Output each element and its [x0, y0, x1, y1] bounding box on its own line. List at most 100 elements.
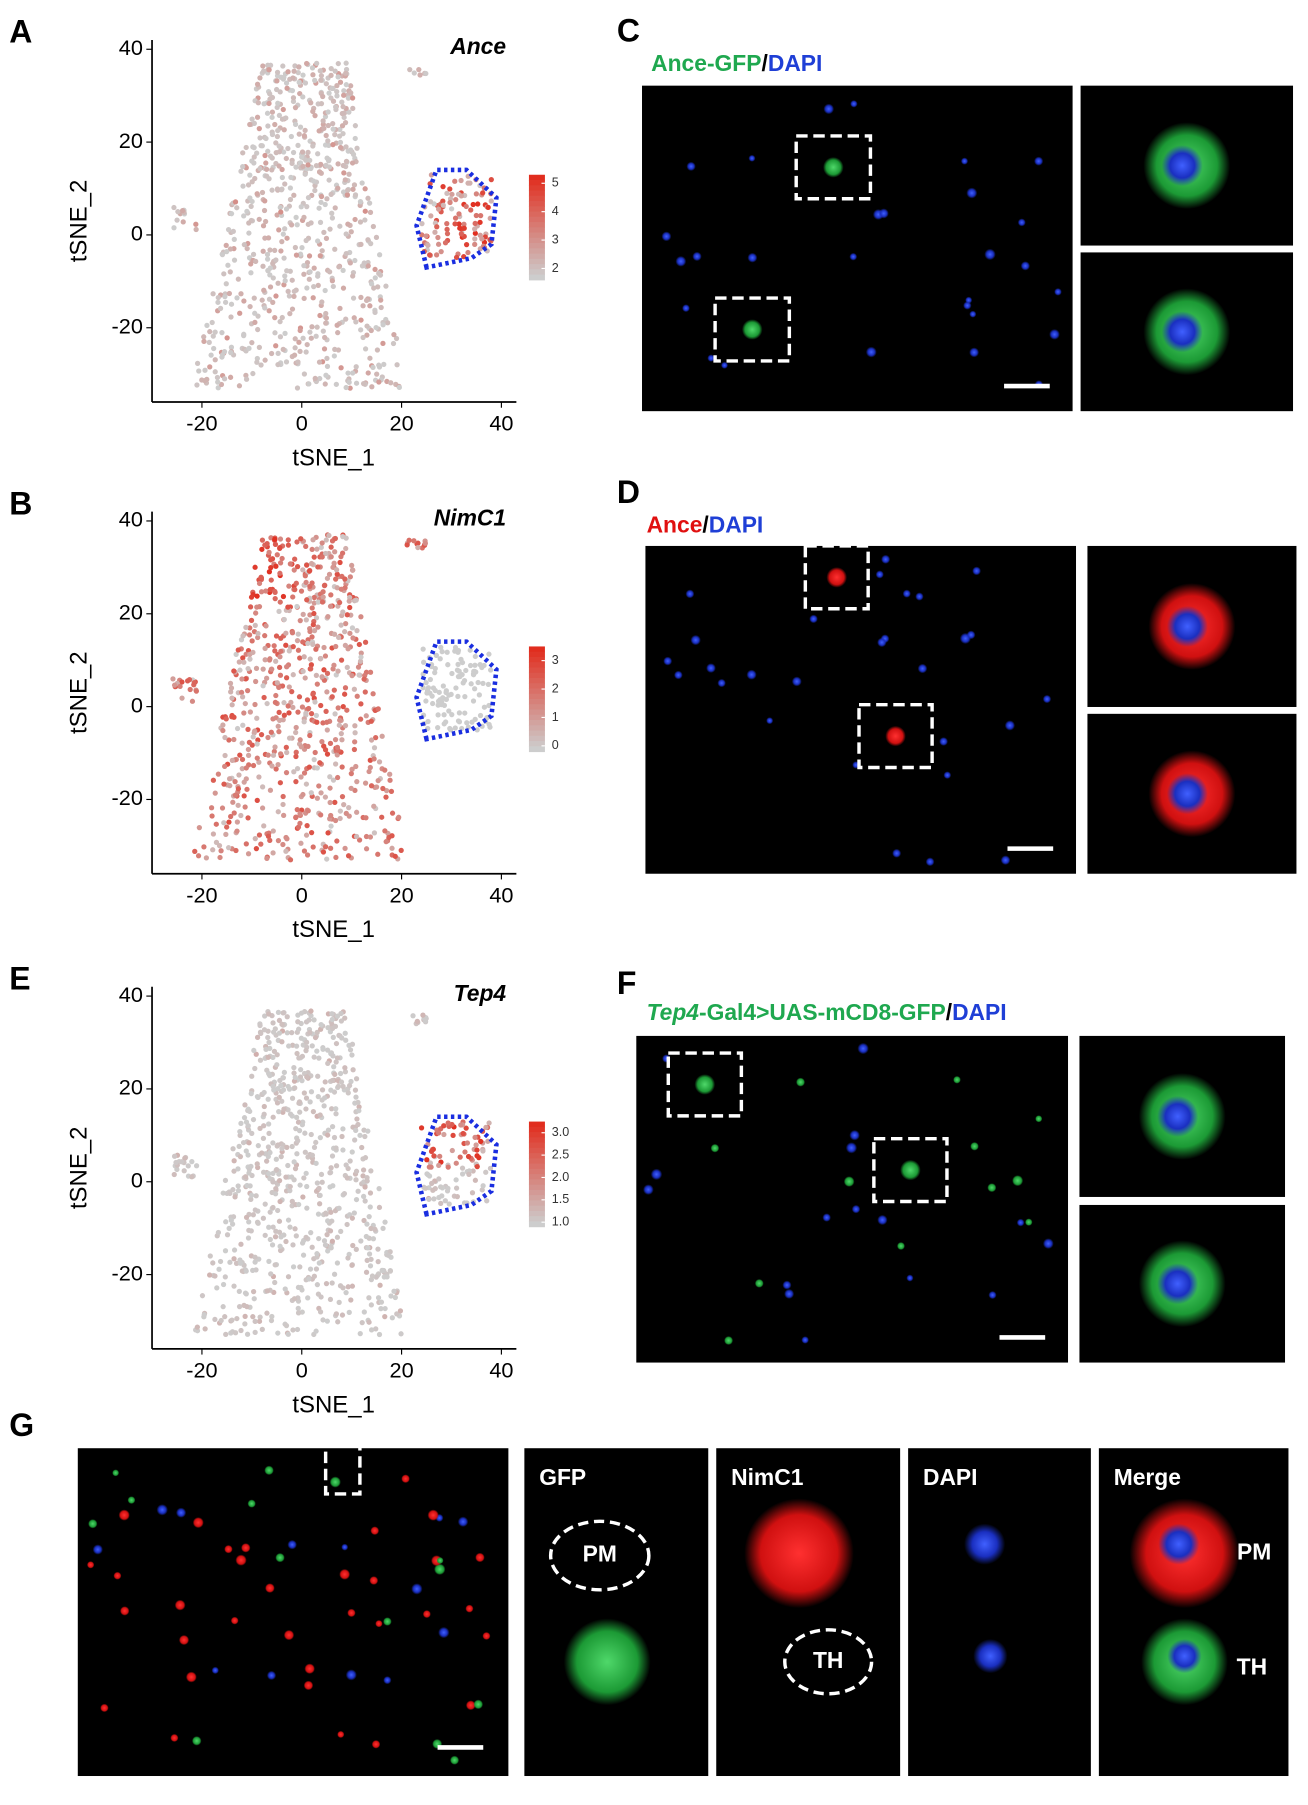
cell-dot — [278, 334, 283, 339]
cell-dot — [234, 828, 239, 833]
cell-dot — [281, 700, 286, 705]
cell-dot — [270, 300, 275, 305]
cell-dot — [227, 783, 232, 788]
cell — [692, 252, 701, 261]
cell-dot — [319, 73, 324, 78]
cell-dot — [289, 1030, 294, 1035]
cell-dot — [269, 577, 274, 582]
cell-dot — [280, 315, 285, 320]
channel-label: GFP — [539, 1464, 586, 1490]
cell-dot — [320, 1180, 325, 1185]
cell — [88, 1519, 97, 1528]
cell-dot — [380, 734, 385, 739]
cell-dot — [441, 1132, 446, 1137]
cell-dot — [444, 191, 449, 196]
cell-dot — [265, 252, 270, 257]
cell-dot — [423, 1018, 428, 1023]
cell-dot — [262, 198, 267, 203]
cell-dot — [297, 655, 302, 660]
colorbar-step — [529, 683, 545, 689]
cell-dot — [458, 178, 463, 183]
cell-dot — [321, 126, 326, 131]
cell-dot — [246, 753, 251, 758]
cell-dot — [308, 1008, 313, 1013]
cell-dot — [313, 750, 318, 755]
cell-dot — [211, 831, 216, 836]
cell-dot — [274, 78, 279, 83]
cell-dot — [297, 349, 302, 354]
cell-dot — [348, 1158, 353, 1163]
cell-dot — [314, 334, 319, 339]
cell-dot — [471, 671, 476, 676]
cell-dot — [301, 263, 306, 268]
cell-dot — [360, 1320, 365, 1325]
cell-dot — [289, 134, 294, 139]
cell-dot — [274, 1062, 279, 1067]
cell-dot — [227, 291, 232, 296]
cell — [465, 1605, 473, 1613]
cell-dot — [269, 730, 274, 735]
cell-dot — [238, 1328, 243, 1333]
cell-dot — [298, 737, 303, 742]
x-tick-label: 20 — [390, 411, 414, 436]
cell-dot — [317, 760, 322, 765]
cell-dot — [260, 1327, 265, 1332]
cell-dot — [248, 709, 253, 714]
cell-dot — [358, 1238, 363, 1243]
gene-name: Ance — [449, 33, 506, 59]
cell-dot — [225, 263, 230, 268]
cell-dot — [245, 688, 250, 693]
panel-letter: D — [617, 474, 640, 510]
cell-dot — [292, 1226, 297, 1231]
colorbar-step — [529, 254, 545, 260]
cell-dot — [320, 1317, 325, 1322]
cell-dot — [280, 802, 285, 807]
cell-dot — [214, 1285, 219, 1290]
cell-dot — [326, 91, 331, 96]
cell-dot — [282, 331, 287, 336]
cell-dot — [391, 1289, 396, 1294]
cell-dot — [275, 1330, 280, 1335]
cell-dot — [452, 221, 457, 226]
cell-dot — [333, 1145, 338, 1150]
cell-dot — [240, 164, 245, 169]
cell-dot — [429, 1149, 434, 1154]
cell — [724, 1336, 733, 1345]
colorbar-step — [529, 212, 545, 218]
cell-dot — [446, 1120, 451, 1125]
cell — [987, 1183, 996, 1192]
y-tick-label: 20 — [119, 1075, 143, 1100]
cell-dot — [269, 188, 274, 193]
cell-dot — [310, 537, 315, 542]
cell-dot — [363, 1198, 368, 1203]
cell-dot — [238, 169, 243, 174]
cell-dot — [273, 343, 278, 348]
cell-dot — [270, 1179, 275, 1184]
cell-dot — [407, 67, 412, 72]
cell-dot — [443, 240, 448, 245]
cell — [1025, 1218, 1032, 1225]
cell-dot — [368, 765, 373, 770]
cell-dot — [377, 1205, 382, 1210]
cell-dot — [255, 1094, 260, 1099]
cell-dot — [305, 150, 310, 155]
cell-dot — [303, 172, 308, 177]
cell-dot — [334, 1059, 339, 1064]
cell-dot — [384, 839, 389, 844]
cell-dot — [252, 320, 257, 325]
cell-dot — [254, 593, 259, 598]
cell-dot — [260, 805, 265, 810]
cell-dot — [294, 1233, 299, 1238]
colorbar-label: 2.0 — [552, 1170, 569, 1184]
cell-dot — [300, 94, 305, 99]
cell-dot — [474, 1147, 479, 1152]
cell-dot — [251, 160, 256, 165]
cell-dot — [343, 144, 348, 149]
cell-dot — [227, 1226, 232, 1231]
colorbar-label: 3 — [552, 653, 559, 667]
cell-dot — [246, 1235, 251, 1240]
cell-dot — [336, 705, 341, 710]
cell-dot — [267, 1150, 272, 1155]
cell-dot — [298, 328, 303, 333]
cell-dot — [273, 564, 278, 569]
